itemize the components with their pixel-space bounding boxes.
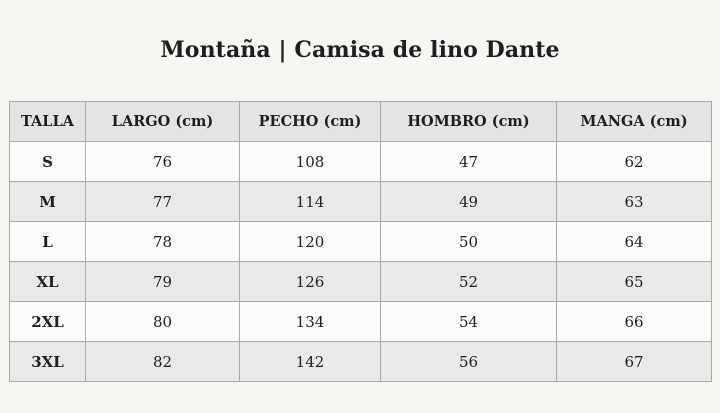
size-chart-table: TALLA LARGO (cm) PECHO (cm) HOMBRO (cm) … bbox=[9, 101, 712, 382]
page-title: Montaña | Camisa de lino Dante bbox=[160, 37, 560, 63]
size-cell: 2XL bbox=[9, 301, 86, 342]
table-header-row: TALLA LARGO (cm) PECHO (cm) HOMBRO (cm) … bbox=[9, 101, 712, 142]
column-header-pecho: PECHO (cm) bbox=[239, 101, 381, 142]
manga-cell: 62 bbox=[556, 141, 712, 182]
largo-cell: 82 bbox=[85, 341, 240, 382]
hombro-cell: 54 bbox=[380, 301, 557, 342]
largo-cell: 80 bbox=[85, 301, 240, 342]
manga-cell: 64 bbox=[556, 221, 712, 262]
column-header-largo: LARGO (cm) bbox=[85, 101, 240, 142]
manga-cell: 66 bbox=[556, 301, 712, 342]
size-cell: M bbox=[9, 181, 86, 222]
largo-cell: 77 bbox=[85, 181, 240, 222]
table-row: 2XL 80 134 54 66 bbox=[9, 301, 712, 342]
size-cell: 3XL bbox=[9, 341, 86, 382]
largo-cell: 78 bbox=[85, 221, 240, 262]
pecho-cell: 114 bbox=[239, 181, 381, 222]
pecho-cell: 120 bbox=[239, 221, 381, 262]
pecho-cell: 108 bbox=[239, 141, 381, 182]
hombro-cell: 56 bbox=[380, 341, 557, 382]
table-row: XL 79 126 52 65 bbox=[9, 261, 712, 302]
pecho-cell: 142 bbox=[239, 341, 381, 382]
column-header-manga: MANGA (cm) bbox=[556, 101, 712, 142]
table-row: 3XL 82 142 56 67 bbox=[9, 341, 712, 382]
size-cell: XL bbox=[9, 261, 86, 302]
pecho-cell: 126 bbox=[239, 261, 381, 302]
size-cell: L bbox=[9, 221, 86, 262]
hombro-cell: 52 bbox=[380, 261, 557, 302]
manga-cell: 67 bbox=[556, 341, 712, 382]
manga-cell: 65 bbox=[556, 261, 712, 302]
hombro-cell: 49 bbox=[380, 181, 557, 222]
largo-cell: 76 bbox=[85, 141, 240, 182]
largo-cell: 79 bbox=[85, 261, 240, 302]
table-row: L 78 120 50 64 bbox=[9, 221, 712, 262]
column-header-talla: TALLA bbox=[9, 101, 86, 142]
table-row: M 77 114 49 63 bbox=[9, 181, 712, 222]
hombro-cell: 50 bbox=[380, 221, 557, 262]
size-cell: S bbox=[9, 141, 86, 182]
pecho-cell: 134 bbox=[239, 301, 381, 342]
hombro-cell: 47 bbox=[380, 141, 557, 182]
manga-cell: 63 bbox=[556, 181, 712, 222]
column-header-hombro: HOMBRO (cm) bbox=[380, 101, 557, 142]
table-row: S 76 108 47 62 bbox=[9, 141, 712, 182]
